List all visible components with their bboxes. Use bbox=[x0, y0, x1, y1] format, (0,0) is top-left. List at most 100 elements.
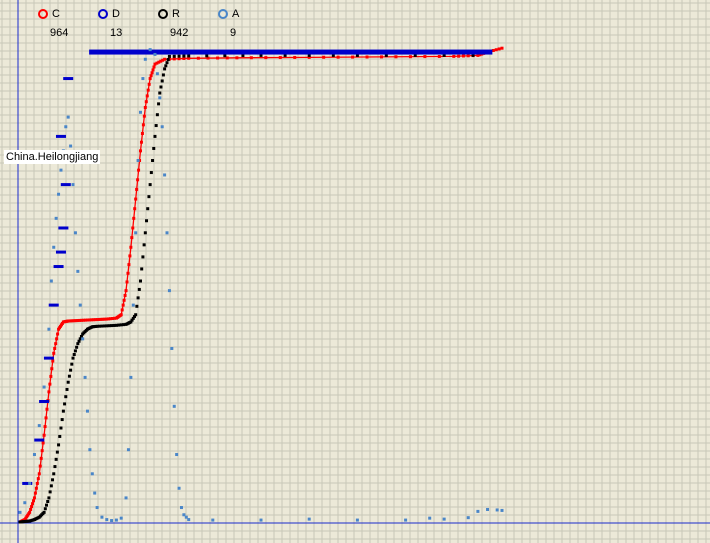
series-r-point bbox=[141, 255, 145, 259]
series-c-point bbox=[48, 382, 52, 386]
series-c-point bbox=[135, 187, 139, 191]
series-r-point bbox=[51, 478, 55, 482]
series-c-point bbox=[87, 318, 91, 322]
series-c-point bbox=[351, 55, 355, 59]
series-c-point bbox=[394, 55, 398, 59]
series-c-point bbox=[466, 54, 470, 58]
series-d-top-band bbox=[89, 49, 493, 55]
series-c-point bbox=[153, 62, 157, 66]
series-c-point bbox=[196, 56, 200, 60]
series-c-point bbox=[124, 289, 128, 293]
series-a-point bbox=[153, 52, 157, 56]
series-d-point bbox=[63, 77, 74, 81]
legend-total-d: 13 bbox=[110, 27, 123, 39]
series-c-point bbox=[31, 499, 35, 503]
series-c-point bbox=[125, 280, 129, 284]
series-c-point bbox=[452, 54, 456, 58]
series-c-point bbox=[70, 319, 74, 323]
series-r-point bbox=[131, 316, 135, 320]
series-r-point bbox=[187, 54, 191, 58]
series-r-point bbox=[152, 146, 156, 150]
series-c-point bbox=[322, 55, 326, 59]
series-r-point bbox=[79, 334, 83, 338]
series-c-point bbox=[129, 245, 133, 249]
series-a-point bbox=[177, 486, 181, 490]
legend-label-c: C bbox=[52, 8, 60, 20]
series-a-point bbox=[83, 375, 87, 379]
series-r-point bbox=[47, 496, 51, 500]
series-a-point bbox=[170, 346, 174, 350]
series-r-point bbox=[143, 231, 147, 235]
series-r-point bbox=[139, 279, 142, 283]
series-a-point bbox=[486, 507, 490, 511]
series-c-point bbox=[103, 317, 107, 321]
series-r-point bbox=[77, 339, 81, 343]
series-c-point bbox=[47, 390, 51, 394]
series-r-point bbox=[63, 402, 67, 406]
series-c-point bbox=[478, 53, 482, 57]
series-r-point bbox=[110, 324, 114, 328]
series-r-point bbox=[331, 53, 335, 57]
series-c-point bbox=[143, 105, 147, 109]
series-c-point bbox=[101, 317, 105, 321]
series-a-point bbox=[85, 409, 89, 413]
series-c-point bbox=[44, 416, 48, 420]
legend-item-c[interactable]: C bbox=[38, 8, 60, 20]
series-r-point bbox=[166, 58, 170, 62]
series-c-point bbox=[28, 510, 32, 514]
series-c-point bbox=[235, 56, 239, 60]
series-d-point bbox=[53, 265, 64, 269]
region-label: China.Heilongjiang bbox=[4, 150, 101, 164]
series-d-point bbox=[55, 250, 66, 254]
legend-item-r[interactable]: R bbox=[158, 8, 180, 20]
series-c-point bbox=[37, 472, 41, 476]
series-r-point bbox=[95, 324, 99, 328]
series-c-point bbox=[111, 316, 115, 320]
series-a-point bbox=[23, 501, 27, 505]
series-c-point bbox=[97, 317, 101, 321]
series-r-point bbox=[48, 490, 52, 494]
series-r-point bbox=[158, 91, 162, 95]
series-c-point bbox=[93, 318, 97, 322]
series-a-point bbox=[129, 375, 133, 379]
series-c-point bbox=[155, 61, 159, 65]
legend-item-a[interactable]: A bbox=[218, 8, 239, 20]
series-c-point bbox=[127, 263, 131, 267]
series-r-point bbox=[154, 124, 158, 128]
series-r-point bbox=[102, 324, 106, 328]
series-r-point bbox=[73, 349, 77, 353]
series-c-point bbox=[39, 456, 43, 460]
series-r-point bbox=[66, 380, 70, 384]
series-c-point bbox=[52, 351, 56, 355]
legend-total-a: 9 bbox=[230, 27, 237, 39]
series-c-point bbox=[30, 505, 34, 509]
series-a-point bbox=[131, 303, 135, 307]
series-c-point bbox=[500, 46, 504, 50]
legend-label-d: D bbox=[112, 8, 120, 20]
series-c-point bbox=[476, 53, 480, 57]
series-c-point bbox=[380, 55, 383, 59]
series-c-point bbox=[109, 317, 113, 321]
series-r-point bbox=[70, 362, 74, 366]
series-c-point bbox=[437, 54, 441, 58]
series-r-point bbox=[71, 356, 75, 360]
series-c-point bbox=[139, 140, 143, 144]
legend-item-d[interactable]: D bbox=[98, 8, 120, 20]
series-a-point bbox=[57, 192, 61, 196]
legend-label-r: R bbox=[172, 8, 180, 20]
series-c-point bbox=[134, 197, 138, 201]
series-r-point bbox=[167, 54, 171, 58]
series-r-point bbox=[223, 54, 227, 58]
series-a-point bbox=[105, 518, 109, 522]
series-c-point bbox=[150, 71, 154, 75]
series-r-point bbox=[42, 510, 46, 514]
series-c-point bbox=[408, 55, 412, 59]
series-a-point bbox=[47, 327, 51, 331]
series-c-point bbox=[497, 47, 501, 51]
series-r-point bbox=[259, 53, 263, 57]
series-c-point bbox=[122, 298, 126, 302]
series-r-point bbox=[172, 54, 176, 58]
series-a-point bbox=[95, 506, 99, 510]
series-a-point bbox=[160, 125, 164, 129]
